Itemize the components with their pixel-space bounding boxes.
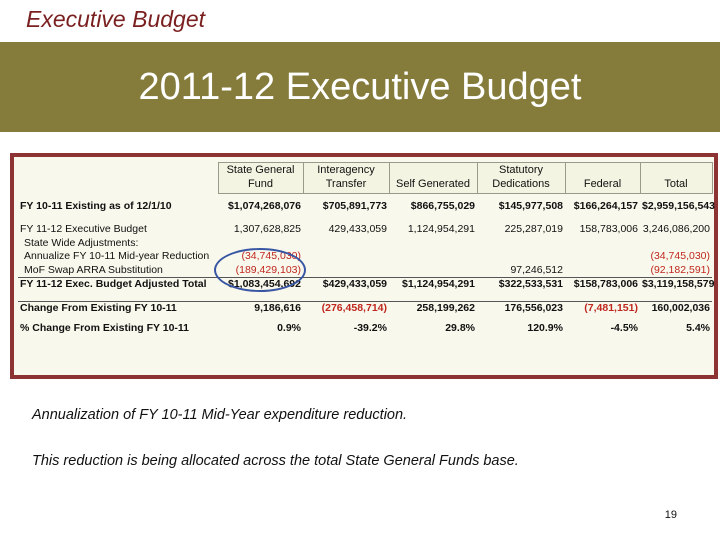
table-row: FY 11-12 Exec. Budget Adjusted Total $1,… <box>18 278 715 292</box>
cell: 176,556,023 <box>477 301 565 316</box>
cell: 0.9% <box>277 321 301 334</box>
slide-title: 2011-12 Executive Budget <box>138 66 582 108</box>
cell: $1,124,954,291 <box>402 278 475 290</box>
cell: $145,977,508 <box>498 199 563 212</box>
cell <box>303 250 389 264</box>
row-label: Change From Existing FY 10-11 <box>18 301 218 316</box>
cell: $1,074,268,076 <box>228 199 301 212</box>
cell: $166,264,157 <box>573 199 638 212</box>
table-row: % Change From Existing FY 10-11 0.9% -39… <box>18 322 712 336</box>
cell: $866,755,029 <box>410 199 475 212</box>
table-row: MoF Swap ARRA Substitution (189,429,103)… <box>18 263 712 278</box>
cell <box>389 250 477 264</box>
cell: (276,458,714) <box>303 301 389 316</box>
col-header: State General Fund <box>217 162 304 194</box>
cell: -39.2% <box>353 321 387 334</box>
table-row: Change From Existing FY 10-11 9,186,616 … <box>18 301 712 316</box>
row-label: Annualize FY 10-11 Mid-year Reduction <box>24 250 210 262</box>
cell: 5.4% <box>686 321 710 334</box>
cell: (7,481,151) <box>565 301 640 316</box>
cell: (92,182,591) <box>640 263 712 278</box>
table-row: FY 11-12 Executive Budget 1,307,628,825 … <box>18 223 712 237</box>
col-header: Interagency Transfer <box>302 162 390 194</box>
cell: 9,186,616 <box>218 301 303 316</box>
table-row: Annualize FY 10-11 Mid-year Reduction (3… <box>18 250 712 264</box>
table-row: State Wide Adjustments: <box>18 237 712 251</box>
header-label-cell <box>18 163 218 194</box>
cell: $322,533,531 <box>498 278 563 290</box>
cell: -4.5% <box>610 321 638 334</box>
row-label: FY 11-12 Exec. Budget Adjusted Total <box>20 278 207 290</box>
cell: $2,959,156,543 <box>642 199 715 212</box>
cell <box>389 263 477 278</box>
cell <box>565 263 640 278</box>
cell: 120.9% <box>527 321 563 334</box>
budget-table: State General Fund Interagency Transfer … <box>18 162 715 336</box>
cell: 158,783,006 <box>579 223 638 235</box>
col-header: Statutory Dedications <box>476 162 566 194</box>
cell: 225,287,019 <box>504 223 563 235</box>
cell <box>477 250 565 264</box>
page-number: 19 <box>664 509 677 521</box>
cell: $158,783,006 <box>573 278 638 290</box>
col-header: Self Generated <box>388 162 478 194</box>
row-label: FY 10-11 Existing as of 12/1/10 <box>20 199 172 212</box>
section-label: Executive Budget <box>26 6 206 32</box>
cell: $705,891,773 <box>322 199 387 212</box>
cell: 1,307,628,825 <box>233 223 301 235</box>
budget-table-frame: State General Fund Interagency Transfer … <box>10 153 718 379</box>
row-label: % Change From Existing FY 10-11 <box>20 321 190 334</box>
row-label: FY 11-12 Executive Budget <box>20 223 147 235</box>
cell: 258,199,262 <box>389 301 477 316</box>
cell: 1,124,954,291 <box>407 223 475 235</box>
highlight-oval <box>214 248 306 292</box>
cell: 29.8% <box>445 321 475 334</box>
title-banner: 2011-12 Executive Budget <box>0 42 720 132</box>
cell <box>565 250 640 264</box>
note-allocation: This reduction is being allocated across… <box>32 453 519 469</box>
table-row: FY 10-11 Existing as of 12/1/10 $1,074,2… <box>18 199 715 214</box>
cell: 160,002,036 <box>640 301 712 316</box>
col-header: Federal <box>564 162 641 194</box>
note-annualization: Annualization of FY 10-11 Mid-Year expen… <box>32 407 408 423</box>
cell <box>303 263 389 278</box>
cell: (34,745,030) <box>650 250 710 262</box>
cell: $3,119,158,579 <box>642 278 715 290</box>
table-header-row: State General Fund Interagency Transfer … <box>18 162 713 194</box>
cell: 97,246,512 <box>477 263 565 278</box>
col-header: Total <box>639 162 713 194</box>
row-label: MoF Swap ARRA Substitution <box>18 263 218 278</box>
cell: $429,433,059 <box>322 278 387 290</box>
row-label: State Wide Adjustments: <box>24 236 139 249</box>
cell: 429,433,059 <box>328 223 387 235</box>
cell: 3,246,086,200 <box>642 223 710 235</box>
